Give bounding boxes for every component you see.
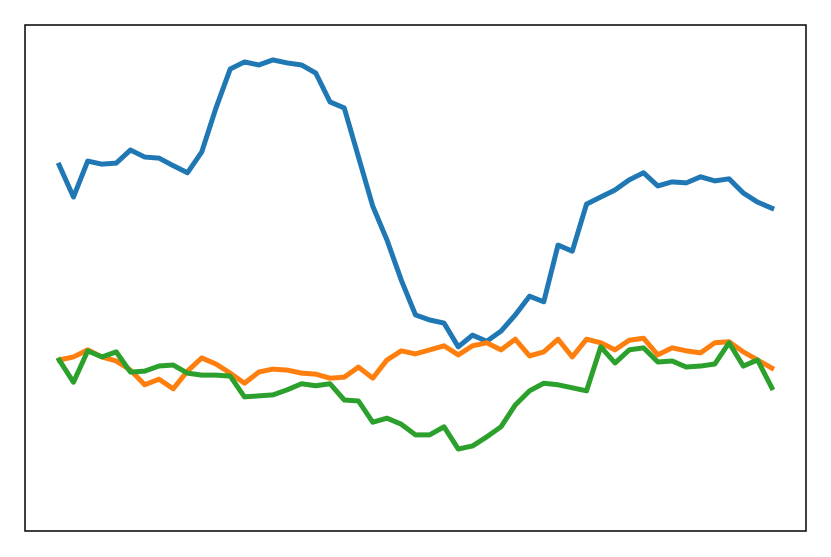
- data-line: [56, 335, 776, 392]
- data-line: [55, 340, 776, 452]
- plot-frame: [24, 24, 807, 532]
- data-line: [55, 57, 776, 350]
